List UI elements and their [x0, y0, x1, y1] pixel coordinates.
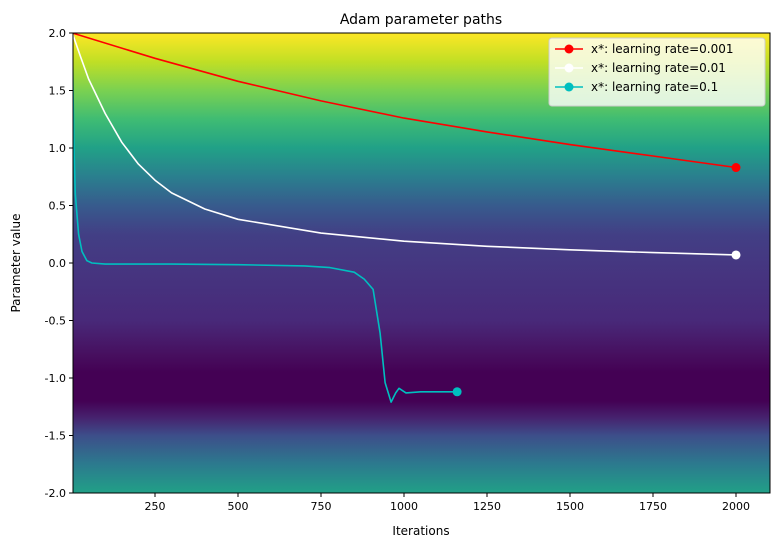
legend-label-2: x*: learning rate=0.1 [591, 80, 718, 94]
legend: x*: learning rate=0.001 x*: learning rate… [548, 37, 766, 107]
y-tick-label: -1.5 [45, 430, 66, 443]
legend-marker-0 [564, 44, 574, 54]
chart-title: Adam parameter paths [340, 12, 502, 28]
y-axis-label: Parameter value [9, 213, 23, 312]
y-tick-label: 0.0 [49, 257, 67, 270]
x-tick-label: 2000 [722, 500, 750, 513]
x-tick-label: 500 [228, 500, 249, 513]
heatmap-background [73, 33, 770, 493]
series-endpoint-marker-0 [731, 163, 741, 173]
x-tick-label: 1750 [639, 500, 667, 513]
y-tick-label: -2.0 [45, 487, 66, 500]
series-line-0 [73, 33, 737, 169]
y-tick-label: 2.0 [49, 27, 67, 40]
y-tick-label: -1.0 [45, 372, 66, 385]
y-tick-label: -0.5 [45, 315, 66, 328]
series-line-1 [73, 33, 737, 256]
x-axis-label: Iterations [392, 524, 449, 538]
legend-marker-1 [564, 63, 574, 73]
x-tick-label: 1500 [556, 500, 584, 513]
series-line-2 [73, 33, 458, 403]
x-tick-label: 250 [145, 500, 166, 513]
x-tick-label: 1000 [390, 500, 418, 513]
legend-label-0: x*: learning rate=0.001 [591, 42, 734, 56]
series-endpoint-marker-2 [452, 387, 462, 397]
y-tick-label: 0.5 [49, 200, 67, 213]
series-endpoint-marker-1 [731, 250, 741, 260]
x-tick-label: 750 [311, 500, 332, 513]
y-tick-label: 1.0 [49, 142, 67, 155]
legend-marker-2 [564, 82, 574, 92]
y-tick-label: 1.5 [49, 85, 67, 98]
x-tick-label: 1250 [473, 500, 501, 513]
legend-label-1: x*: learning rate=0.01 [591, 61, 726, 75]
